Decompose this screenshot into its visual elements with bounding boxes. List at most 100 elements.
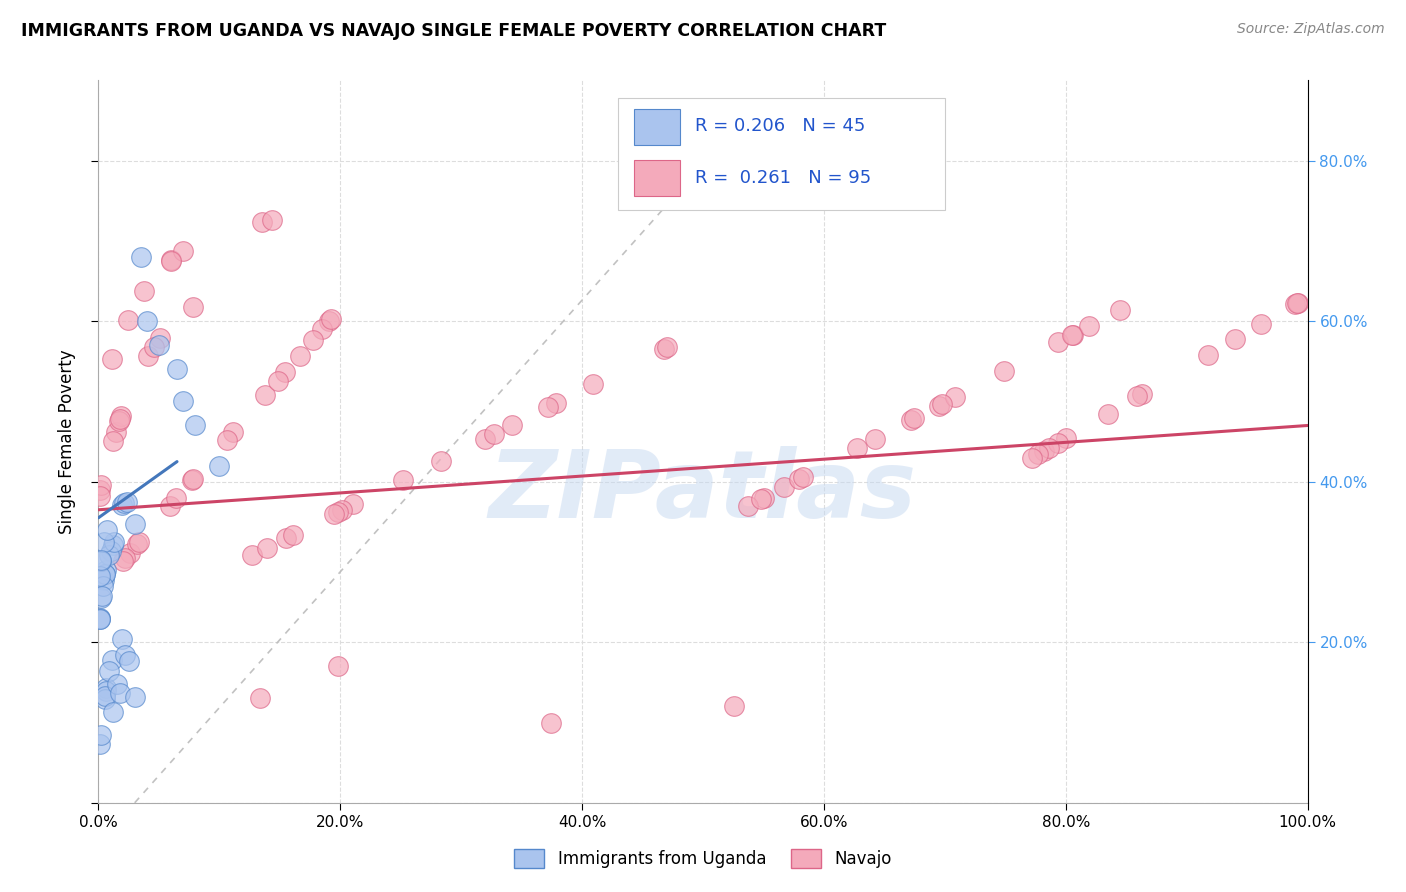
Point [652, 342, 675, 356]
Point [262, 213, 284, 227]
Point [537, 400, 560, 414]
Point [94, 563, 117, 577]
Point [1021, 451, 1043, 466]
Point [928, 399, 950, 413]
Point [311, 322, 333, 336]
Point [723, 699, 745, 714]
Point [749, 492, 772, 507]
Point [90, 728, 112, 742]
Point [544, 396, 567, 410]
Point [101, 538, 124, 552]
Point [240, 548, 263, 562]
Point [148, 338, 170, 352]
Point [166, 362, 188, 376]
Point [254, 388, 277, 402]
Point [172, 394, 194, 409]
Point [1126, 389, 1149, 403]
Point [159, 253, 181, 268]
Point [129, 250, 152, 264]
Point [114, 648, 136, 663]
Point [484, 426, 506, 441]
Point [1130, 386, 1153, 401]
Text: ZIPatlas: ZIPatlas [489, 446, 917, 538]
Point [117, 312, 139, 326]
Point [90, 554, 112, 568]
Point [1047, 435, 1070, 450]
Point [1062, 327, 1084, 342]
Point [89, 612, 111, 626]
Point [1097, 407, 1119, 421]
Point [172, 244, 194, 259]
Point [90, 591, 112, 606]
Legend: Immigrants from Uganda, Navajo: Immigrants from Uganda, Navajo [508, 843, 898, 875]
Point [89, 612, 111, 626]
Point [1033, 443, 1056, 458]
Point [181, 472, 204, 486]
Point [94, 681, 117, 695]
Point [1062, 328, 1084, 343]
Point [931, 397, 953, 411]
Point [863, 433, 886, 447]
Point [100, 351, 122, 366]
Point [94, 684, 117, 698]
Point [112, 496, 135, 510]
Point [90, 478, 112, 492]
Point [114, 551, 136, 566]
Point [281, 528, 304, 542]
Point [118, 654, 141, 668]
Point [111, 498, 134, 512]
Point [1047, 335, 1070, 350]
Point [100, 543, 122, 558]
Point [93, 534, 115, 549]
Point [900, 413, 922, 427]
Point [101, 653, 124, 667]
Point [98, 665, 121, 679]
FancyBboxPatch shape [634, 160, 681, 196]
Text: R = 0.206   N = 45: R = 0.206 N = 45 [695, 117, 865, 135]
Point [94, 567, 117, 582]
Point [108, 412, 131, 426]
Point [250, 215, 273, 229]
Point [318, 314, 340, 328]
Y-axis label: Single Female Poverty: Single Female Poverty [58, 350, 76, 533]
Point [301, 333, 323, 347]
Point [108, 414, 131, 428]
Point [501, 417, 523, 432]
Point [787, 472, 810, 486]
Point [266, 374, 288, 388]
Point [125, 537, 148, 551]
Point [657, 340, 679, 354]
Point [1284, 297, 1306, 311]
Point [96, 523, 118, 537]
Point [274, 365, 297, 379]
Point [208, 458, 231, 473]
Point [1054, 431, 1077, 445]
Point [98, 549, 121, 563]
Point [128, 534, 150, 549]
Point [110, 409, 132, 423]
Point [108, 686, 131, 700]
Point [1250, 318, 1272, 332]
Point [111, 554, 134, 568]
Point [89, 483, 111, 497]
Point [1038, 442, 1060, 456]
Point [330, 503, 353, 517]
Point [792, 470, 814, 484]
Point [1225, 332, 1247, 346]
Point [118, 546, 141, 560]
Point [582, 377, 605, 392]
Point [94, 689, 117, 703]
Point [136, 349, 159, 363]
Point [181, 300, 204, 314]
Point [105, 677, 128, 691]
FancyBboxPatch shape [619, 98, 945, 211]
Point [165, 491, 187, 506]
Point [903, 411, 925, 425]
Point [319, 312, 342, 326]
Point [474, 432, 496, 446]
Point [326, 505, 349, 519]
Point [117, 494, 139, 508]
Point [111, 632, 134, 646]
Point [184, 418, 207, 433]
Point [91, 579, 114, 593]
